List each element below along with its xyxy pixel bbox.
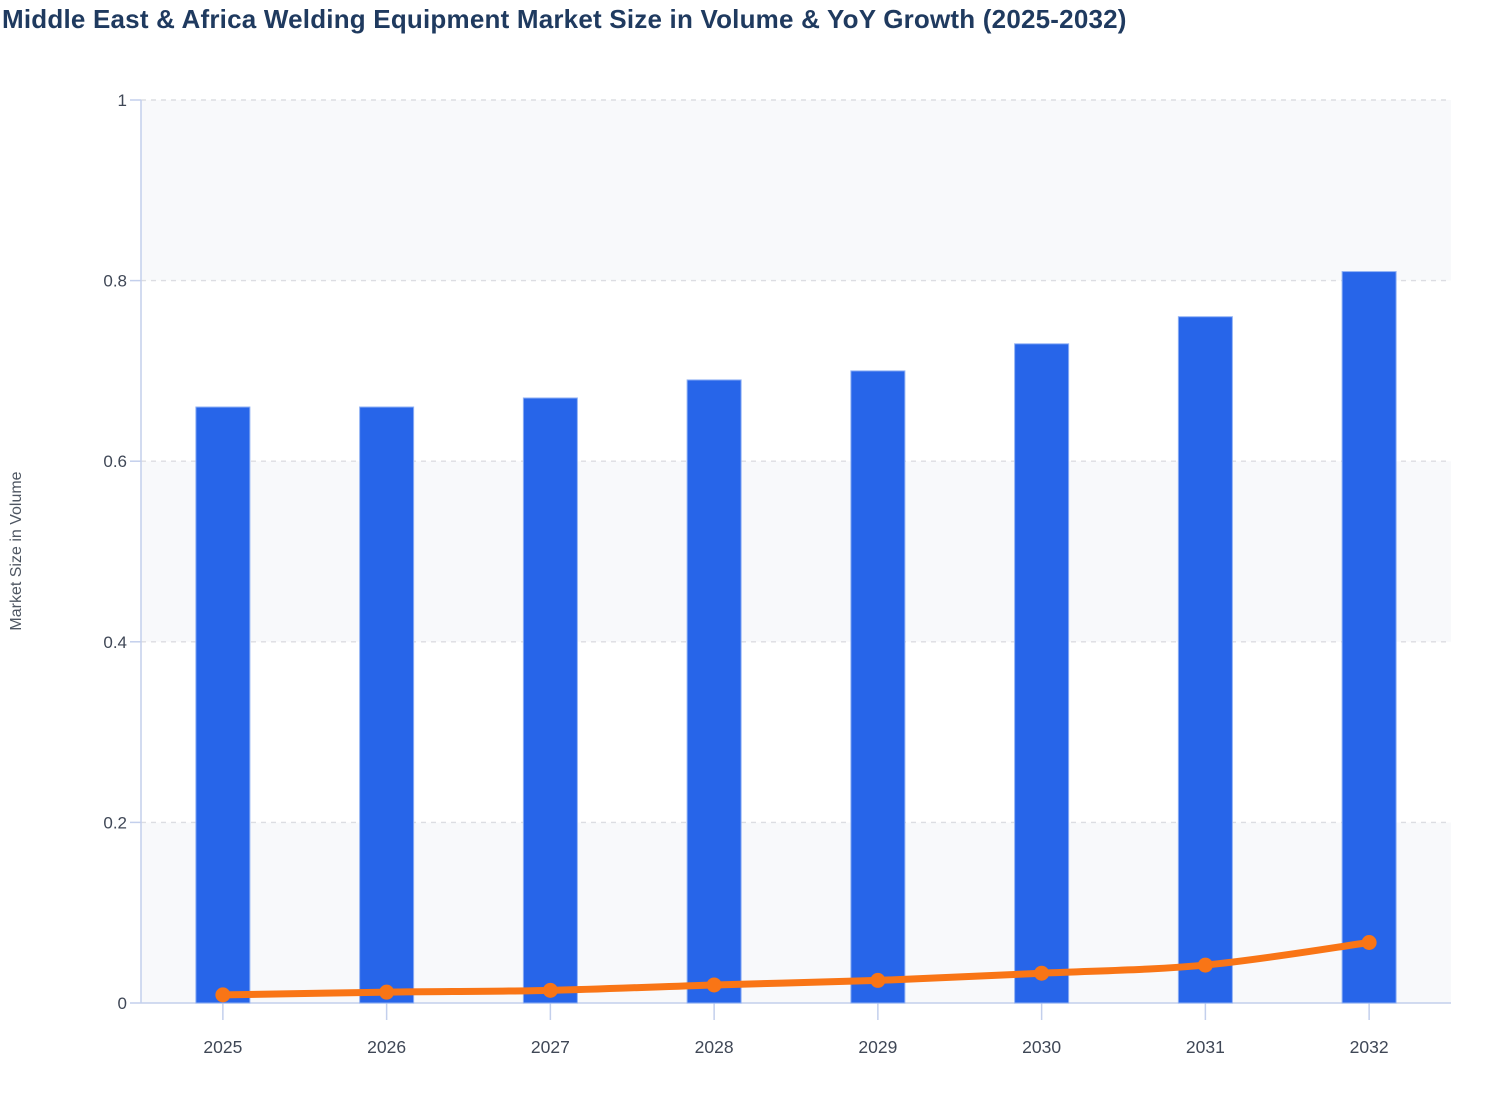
bar-2030[interactable] (1014, 343, 1070, 1004)
y-axis-tick-label: 0.8 (103, 272, 127, 291)
plot-band (141, 641, 1451, 823)
line-point-2031[interactable] (1197, 957, 1213, 973)
bar-2031[interactable] (1177, 316, 1233, 1004)
x-axis-tick-label: 2025 (203, 1037, 242, 1057)
x-axis-tick-label: 2028 (695, 1037, 734, 1057)
x-axis-tick-label: 2026 (367, 1037, 406, 1057)
yoy-growth-line (219, 938, 1373, 999)
x-axis-tick-label: 2032 (1350, 1037, 1389, 1057)
y-axis-tick-label: 1 (118, 91, 127, 110)
plot-band (141, 822, 1451, 1003)
x-axis-tick-label: 2030 (1022, 1037, 1061, 1057)
bar-2029[interactable] (850, 370, 906, 1004)
plot-band (141, 280, 1451, 462)
plot-band (141, 461, 1451, 642)
chart-title: Middle East & Africa Welding Equipment M… (2, 4, 1127, 34)
bar-2028[interactable] (686, 379, 742, 1004)
line-point-2025[interactable] (215, 987, 231, 1003)
y-axis-tick-label: 0.6 (103, 452, 127, 471)
y-axis-tick-label: 0.2 (103, 813, 127, 832)
bar-2027[interactable] (522, 397, 578, 1004)
y-axis-tick-label: 0 (118, 994, 127, 1013)
bar-2032[interactable] (1341, 271, 1397, 1004)
bar-2026[interactable] (359, 406, 415, 1004)
x-axis-tick-label: 2029 (858, 1037, 897, 1057)
bar-2025[interactable] (195, 406, 251, 1004)
line-point-2026[interactable] (379, 984, 395, 1000)
line-point-2032[interactable] (1361, 934, 1377, 950)
line-point-2029[interactable] (870, 972, 886, 988)
line-point-2030[interactable] (1034, 965, 1050, 981)
plot-band (141, 100, 1451, 281)
line-point-2028[interactable] (706, 977, 722, 993)
y-axis-tick-label: 0.4 (103, 633, 127, 652)
line-point-2027[interactable] (542, 982, 558, 998)
x-axis-tick-label: 2027 (531, 1037, 570, 1057)
x-axis-tick-label: 2031 (1186, 1037, 1225, 1057)
